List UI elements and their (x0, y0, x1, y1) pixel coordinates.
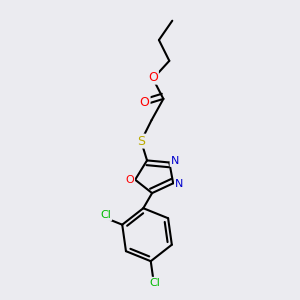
Text: O: O (148, 71, 158, 84)
Text: N: N (175, 179, 183, 189)
Text: Cl: Cl (149, 278, 161, 288)
Text: S: S (137, 135, 145, 148)
Text: N: N (170, 156, 179, 166)
Text: O: O (125, 175, 134, 185)
Text: O: O (140, 96, 150, 109)
Text: Cl: Cl (100, 210, 111, 220)
